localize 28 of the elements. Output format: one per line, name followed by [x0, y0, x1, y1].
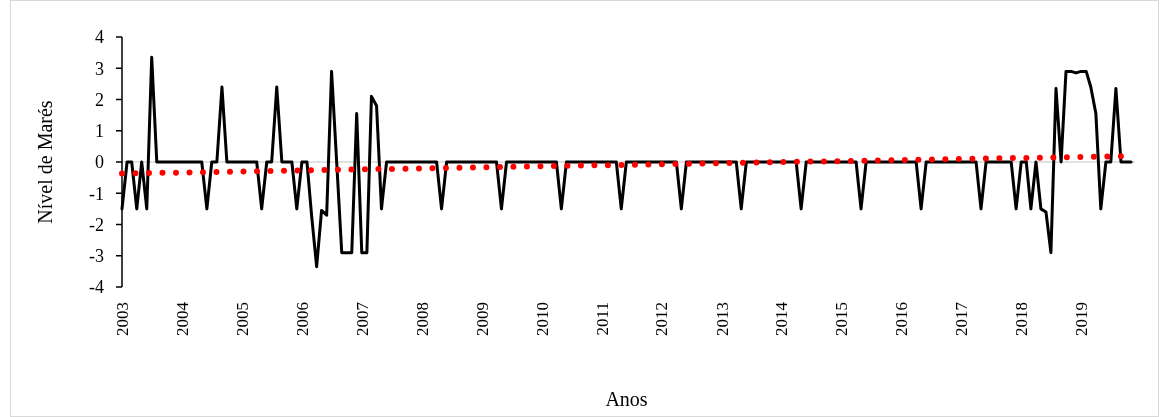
- x-tick-label: 2016: [892, 302, 912, 336]
- x-tick-label: 2014: [772, 301, 792, 336]
- x-tick-label: 2006: [292, 302, 312, 336]
- x-tick-label: 2010: [532, 302, 552, 336]
- x-tick-label: 2007: [352, 301, 372, 336]
- y-tick-label: -1: [89, 183, 104, 204]
- y-tick-label: -2: [89, 214, 104, 235]
- x-tick-label: 2008: [412, 302, 432, 336]
- x-tick-label: 2018: [1012, 302, 1032, 336]
- x-tick-label: 2005: [232, 302, 252, 336]
- x-tick-label: 2015: [832, 302, 852, 336]
- y-tick-label: 0: [95, 152, 104, 173]
- x-tick-label: 2017: [952, 301, 972, 336]
- y-tick-label: 1: [95, 121, 104, 142]
- x-tick-label: 2003: [113, 302, 132, 336]
- x-axis-title: Anos: [605, 388, 648, 410]
- y-tick-label: -4: [89, 277, 104, 298]
- x-tick-label: 2004: [172, 301, 192, 336]
- y-tick-label: 4: [95, 27, 104, 48]
- x-tick-label: 2019: [1072, 302, 1092, 336]
- y-tick-label: -3: [89, 246, 104, 267]
- y-tick-label: 2: [95, 89, 104, 110]
- x-tick-label: 2011: [592, 302, 612, 336]
- x-tick-label: 2012: [652, 302, 672, 336]
- x-tick-label: 2013: [712, 302, 732, 336]
- x-tick-label: 2009: [472, 302, 492, 336]
- y-axis-title: Nível de Marés: [34, 100, 56, 224]
- y-tick-label: 3: [95, 58, 104, 79]
